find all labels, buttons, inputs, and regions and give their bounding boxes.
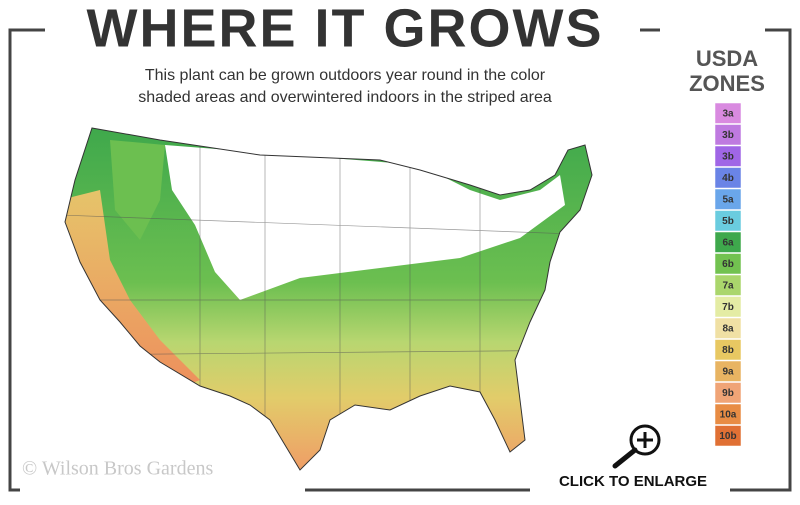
zone-label: 5a: [722, 194, 734, 205]
zone-swatch: [714, 403, 742, 425]
magnifier-handle: [612, 447, 638, 469]
zone-label: 3a: [722, 108, 734, 119]
zone-label: 7b: [722, 302, 734, 313]
zone-swatch: [714, 188, 742, 210]
zone-label: 10b: [719, 431, 736, 442]
zone-swatch: [714, 210, 742, 232]
zone-label: 3b: [722, 130, 734, 141]
plus-icon: [637, 432, 653, 448]
zone-label: 10a: [720, 409, 737, 420]
zone-swatch: [714, 339, 742, 361]
zone-label: 8b: [722, 345, 734, 356]
zone-label: 6a: [722, 237, 734, 248]
legend-title: ZONES: [689, 71, 765, 96]
zone-label: 8a: [722, 323, 734, 334]
zone-swatch: [714, 124, 742, 146]
zone-swatch: [714, 360, 742, 382]
zone-label: 7a: [722, 280, 734, 291]
zone-label: 9a: [722, 366, 734, 377]
zone-swatch: [714, 102, 742, 124]
legend-title: USDA: [696, 46, 758, 71]
zone-swatch: [714, 317, 742, 339]
zone-swatch: [714, 167, 742, 189]
watermark: © Wilson Bros Gardens: [22, 458, 213, 480]
zone-label: 5b: [722, 216, 734, 227]
zone-swatch: [714, 253, 742, 275]
enlarge-label[interactable]: CLICK TO ENLARGE: [559, 473, 707, 490]
zone-swatch: [714, 425, 742, 447]
subtitle: shaded areas and overwintered indoors in…: [138, 89, 552, 106]
map-outline: [64, 127, 593, 471]
zone-swatch: [714, 231, 742, 253]
zone-label: 4b: [722, 173, 734, 184]
us-map[interactable]: [60, 125, 600, 475]
zone-swatch: [714, 296, 742, 318]
subtitle: This plant can be grown outdoors year ro…: [145, 67, 546, 84]
zone-swatch: [714, 274, 742, 296]
zone-label: 3b: [722, 151, 734, 162]
zone-swatch: [714, 145, 742, 167]
title: WHERE IT GROWS: [87, 0, 604, 58]
zone-label: 9b: [722, 388, 734, 399]
zone-swatch: [714, 382, 742, 404]
legend: USDA ZONES 3a 3b 3b 4b 5a 5b 6a 6b 7a 7b 8a 8b 9a 9b 1…: [689, 46, 765, 447]
frame: [8, 28, 792, 492]
enlarge-button[interactable]: CLICK TO ENLARGE: [559, 424, 707, 490]
zone-label: 6b: [722, 259, 734, 270]
